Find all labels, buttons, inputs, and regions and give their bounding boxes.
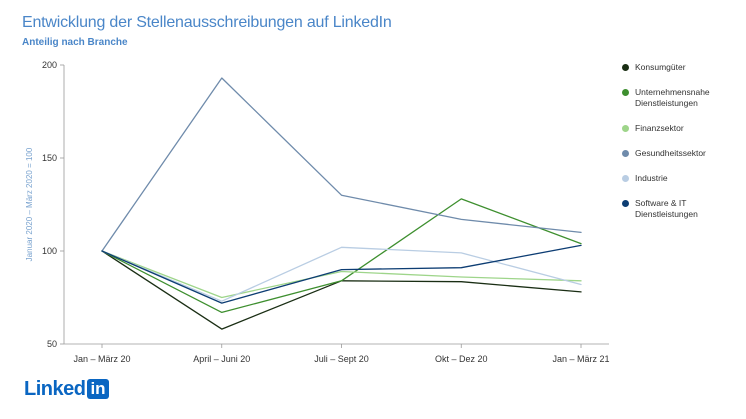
legend-swatch — [622, 64, 629, 71]
legend-swatch — [622, 200, 629, 207]
y-tick-label: 100 — [42, 246, 57, 256]
series-line-3 — [101, 77, 582, 252]
legend-label: Finanzsektor — [635, 123, 684, 133]
chart-legend: Konsumgüter Unternehmensnahe Dienstleistu… — [622, 62, 742, 234]
legend-item: Software & IT Dienstleistungen — [622, 198, 742, 220]
x-tick-label: Okt – Dez 20 — [435, 354, 488, 364]
legend-swatch — [622, 125, 629, 132]
series-line-5 — [101, 244, 582, 304]
y-tick-label: 150 — [42, 153, 57, 163]
y-tick-label: 200 — [42, 60, 57, 70]
legend-label: Industrie — [635, 173, 668, 183]
legend-label: Gesundheitssektor — [635, 148, 706, 158]
logo-in-box: in — [87, 379, 109, 399]
x-tick-label: Juli – Sept 20 — [314, 354, 369, 364]
linkedin-logo: Linked in — [24, 378, 109, 400]
legend-item: Konsumgüter — [622, 62, 742, 73]
legend-swatch — [622, 89, 629, 96]
y-axis-title: Januar 2020 – März 2020 = 100 — [25, 147, 34, 261]
legend-label: Software & IT Dienstleistungen — [635, 198, 698, 219]
chart-subtitle: Anteilig nach Branche — [22, 37, 128, 48]
x-tick-label: April – Juni 20 — [193, 354, 250, 364]
x-tick-label: Jan – März 21 — [552, 354, 609, 364]
series-line-4 — [101, 246, 582, 302]
y-tick-label: 50 — [47, 339, 57, 349]
legend-swatch — [622, 150, 629, 157]
legend-label: Unternehmensnahe Dienstleistungen — [635, 87, 710, 108]
series-line-1 — [101, 198, 582, 314]
legend-item: Unternehmensnahe Dienstleistungen — [622, 87, 742, 109]
legend-item: Industrie — [622, 173, 742, 184]
legend-label: Konsumgüter — [635, 62, 686, 72]
legend-item: Finanzsektor — [622, 123, 742, 134]
chart-title: Entwicklung der Stellenausschreibungen a… — [22, 14, 392, 31]
legend-item: Gesundheitssektor — [622, 148, 742, 159]
series-line-0 — [101, 250, 582, 330]
x-tick-label: Jan – März 20 — [73, 354, 130, 364]
logo-wordmark: Linked — [24, 378, 86, 400]
series-line-2 — [101, 250, 582, 299]
legend-swatch — [622, 175, 629, 182]
